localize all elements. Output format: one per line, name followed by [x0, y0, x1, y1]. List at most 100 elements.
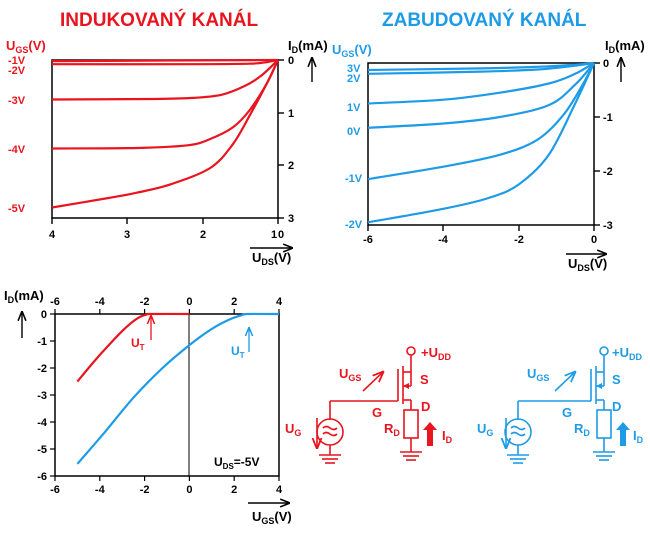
circuit-builtin-rd: RD [574, 421, 590, 438]
panel-induced: INDUKOVANÝ KANÁL UGS(V) ID(mA) UDS(V) 4 … [6, 9, 328, 267]
circuit-builtin-ugs: UGS [527, 366, 549, 383]
transfer-condition-label: UDS=-5V [214, 455, 259, 471]
induced-curves [51, 58, 279, 209]
induced-y-axis-label: ID(mA) [288, 38, 328, 55]
induced-curve-label: -2V [8, 65, 26, 77]
panel-induced-title: INDUKOVANÝ KANÁL [60, 9, 258, 31]
circuit-builtin-ug: UG [477, 421, 493, 438]
mosfet-body-arrow [403, 383, 409, 389]
induced-x-tick: 0 [278, 229, 284, 241]
builtin-y-tick: -3 [603, 220, 613, 232]
transfer-y-tick: -6 [37, 471, 47, 483]
builtin-curves [367, 61, 596, 224]
builtin-curve-label: 2V [347, 73, 361, 85]
transfer-y-tick: -2 [37, 363, 47, 375]
transfer-x-tick: 2 [231, 296, 237, 308]
circuit-builtin-g: G [562, 405, 572, 420]
circuit-induced-id: ID [442, 428, 453, 445]
induced-curve-label: -5V [8, 203, 26, 215]
builtin-curve [367, 62, 596, 224]
builtin-curve-label: 0V [347, 126, 361, 138]
mosfet-body-arrow [596, 383, 602, 389]
transfer-x-tick: -2 [140, 296, 150, 308]
threshold-label-induced: UT [131, 336, 145, 352]
transfer-x-tick: -4 [95, 296, 106, 308]
circuit-builtin-d: D [612, 399, 621, 414]
circuit-induced-ug: UG [285, 421, 301, 438]
circuit-induced-s: S [420, 372, 429, 387]
induced-curve [51, 59, 279, 209]
transfer-x-tick: 0 [186, 296, 192, 308]
induced-curve [51, 58, 279, 63]
transfer-x-tick: 2 [231, 484, 237, 496]
panel-builtin: ZABUDOVANÝ KANÁL UGS(V) ID(mA) UDS(V) -6… [332, 9, 645, 273]
builtin-curve [367, 62, 595, 105]
id-arrow-builtin [616, 422, 630, 446]
supply-terminal [406, 346, 416, 356]
builtin-x-tick: -2 [514, 234, 524, 246]
transfer-y-tick: -3 [37, 390, 47, 402]
id-arrow-induced [423, 422, 437, 446]
induced-x-tick: 3 [124, 229, 130, 241]
induced-x-tick: 2 [200, 229, 206, 241]
induced-y-tick: 0 [288, 55, 294, 67]
threshold-label-builtin: UT [231, 344, 245, 360]
induced-y-tick: 3 [288, 213, 294, 225]
induced-legend-label: UGS(V) [6, 38, 46, 55]
circuit-builtin-s: S [612, 372, 621, 387]
transfer-curve [76, 312, 280, 465]
induced-plot-frame [51, 59, 279, 219]
transfer-y-tick: -5 [37, 444, 47, 456]
induced-curve-label: -3V [8, 95, 26, 107]
transfer-y-axis-label: ID(mA) [4, 288, 44, 305]
induced-curve [51, 58, 279, 66]
circuit-induced-rd: RD [384, 421, 400, 438]
transfer-curves [76, 312, 280, 465]
induced-curve [51, 59, 279, 150]
induced-x-tick: 4 [49, 229, 56, 241]
builtin-curve-label: 3V [347, 63, 361, 75]
transfer-y-tick: 0 [41, 309, 47, 321]
transfer-x-axis-label: UGS(V) [252, 509, 292, 526]
builtin-curve-label: -1V [345, 173, 363, 185]
supply-terminal [599, 346, 609, 356]
builtin-x-axis-label: UDS(V) [568, 256, 607, 273]
circuit-induced-g: G [372, 405, 382, 420]
circuit-builtin-supply: +UDD [612, 345, 642, 362]
builtin-curve [367, 61, 595, 75]
builtin-curve [367, 62, 595, 181]
transfer-x-tick: -2 [140, 484, 150, 496]
builtin-y-tick: 0 [603, 58, 609, 70]
circuit-induced [317, 346, 422, 464]
induced-curve [51, 59, 279, 101]
transfer-x-tick: 4 [276, 484, 283, 496]
induced-y-tick: 1 [288, 108, 294, 120]
transfer-x-tick: 0 [186, 484, 192, 496]
transfer-x-tick: -6 [50, 296, 60, 308]
circuit-builtin [505, 346, 615, 464]
builtin-x-tick: -4 [438, 234, 449, 246]
transfer-y-tick: -4 [37, 417, 48, 429]
builtin-y-tick: -2 [603, 166, 613, 178]
builtin-curve-label: 1V [347, 102, 361, 114]
panel-transfer: ID(mA) UGS(V) -6-6-4-4-2-20022440-1-2-3-… [4, 288, 292, 526]
builtin-curve [367, 62, 595, 129]
circuit-induced-d: D [421, 399, 430, 414]
circuit-builtin-id: ID [633, 428, 644, 445]
builtin-y-axis-label: ID(mA) [605, 38, 645, 55]
induced-curve-label: -1V [8, 55, 26, 67]
builtin-y-tick: -1 [603, 112, 613, 124]
transfer-y-tick: -1 [37, 336, 47, 348]
builtin-x-tick: 0 [591, 234, 597, 246]
induced-curve-label: -4V [8, 144, 26, 156]
builtin-legend-label: UGS(V) [332, 42, 372, 59]
builtin-x-tick: -6 [363, 234, 373, 246]
circuit-induced-ugs: UGS [339, 366, 361, 383]
circuit-induced-supply: +UDD [421, 345, 451, 362]
builtin-plot-frame [367, 62, 595, 226]
panel-builtin-title: ZABUDOVANÝ KANÁL [382, 9, 587, 31]
builtin-curve-label: -2V [345, 219, 363, 231]
induced-x-tick: 1 [271, 229, 277, 241]
transfer-x-tick: -6 [50, 484, 60, 496]
